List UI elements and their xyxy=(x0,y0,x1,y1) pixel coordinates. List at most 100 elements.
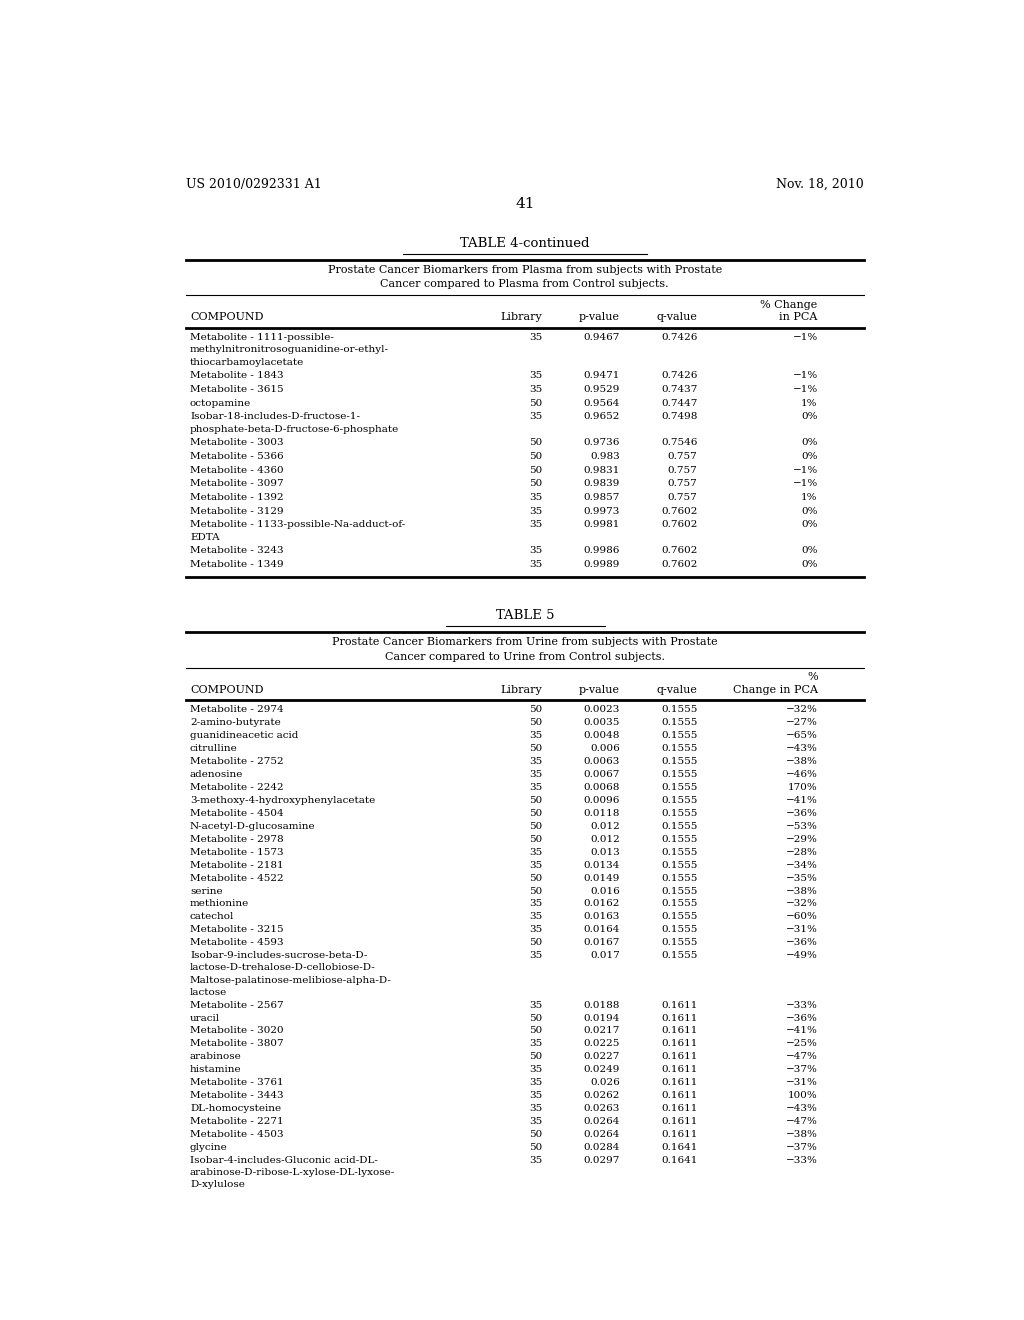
Text: −35%: −35% xyxy=(785,874,818,883)
Text: −38%: −38% xyxy=(785,887,818,895)
Text: 0.0297: 0.0297 xyxy=(584,1156,621,1164)
Text: 0.1611: 0.1611 xyxy=(662,1052,697,1061)
Text: −41%: −41% xyxy=(785,796,818,805)
Text: 0.1611: 0.1611 xyxy=(662,1001,697,1010)
Text: 0.1555: 0.1555 xyxy=(662,834,697,843)
Text: 35: 35 xyxy=(529,847,543,857)
Text: 50: 50 xyxy=(529,822,543,830)
Text: 35: 35 xyxy=(529,1156,543,1164)
Text: −37%: −37% xyxy=(785,1143,818,1152)
Text: 0.0194: 0.0194 xyxy=(584,1014,621,1023)
Text: −31%: −31% xyxy=(785,1078,818,1088)
Text: 35: 35 xyxy=(529,1078,543,1088)
Text: 0.006: 0.006 xyxy=(591,744,621,754)
Text: 0.9973: 0.9973 xyxy=(584,507,621,516)
Text: Metabolite - 1843: Metabolite - 1843 xyxy=(190,371,284,380)
Text: 0.1555: 0.1555 xyxy=(662,758,697,766)
Text: Metabolite - 4360: Metabolite - 4360 xyxy=(190,466,284,475)
Text: 0%: 0% xyxy=(801,438,818,447)
Text: Metabolite - 2181: Metabolite - 2181 xyxy=(190,861,284,870)
Text: 0.0149: 0.0149 xyxy=(584,874,621,883)
Text: Change in PCA: Change in PCA xyxy=(733,685,818,694)
Text: 0.026: 0.026 xyxy=(591,1078,621,1088)
Text: 0.9736: 0.9736 xyxy=(584,438,621,447)
Text: %: % xyxy=(807,672,818,682)
Text: 0.1611: 0.1611 xyxy=(662,1027,697,1035)
Text: Metabolite - 3097: Metabolite - 3097 xyxy=(190,479,284,488)
Text: −38%: −38% xyxy=(785,758,818,766)
Text: Metabolite - 3003: Metabolite - 3003 xyxy=(190,438,284,447)
Text: −33%: −33% xyxy=(785,1001,818,1010)
Text: 0.9986: 0.9986 xyxy=(584,546,621,556)
Text: 0%: 0% xyxy=(801,520,818,529)
Text: Metabolite - 4522: Metabolite - 4522 xyxy=(190,874,284,883)
Text: 35: 35 xyxy=(529,770,543,779)
Text: 50: 50 xyxy=(529,1130,543,1139)
Text: 35: 35 xyxy=(529,1065,543,1074)
Text: 50: 50 xyxy=(529,399,543,408)
Text: Metabolite - 4504: Metabolite - 4504 xyxy=(190,809,284,818)
Text: lactose-D-trehalose-D-cellobiose-D-: lactose-D-trehalose-D-cellobiose-D- xyxy=(190,964,376,973)
Text: 0.012: 0.012 xyxy=(591,822,621,830)
Text: 0.0167: 0.0167 xyxy=(584,939,621,948)
Text: 35: 35 xyxy=(529,333,543,342)
Text: 50: 50 xyxy=(529,438,543,447)
Text: 50: 50 xyxy=(529,809,543,818)
Text: COMPOUND: COMPOUND xyxy=(190,313,263,322)
Text: COMPOUND: COMPOUND xyxy=(190,685,263,694)
Text: Metabolite - 3807: Metabolite - 3807 xyxy=(190,1039,284,1048)
Text: 35: 35 xyxy=(529,731,543,741)
Text: 0.7602: 0.7602 xyxy=(662,560,697,569)
Text: US 2010/0292331 A1: US 2010/0292331 A1 xyxy=(186,178,322,190)
Text: 0.7602: 0.7602 xyxy=(662,520,697,529)
Text: 0.1555: 0.1555 xyxy=(662,847,697,857)
Text: 50: 50 xyxy=(529,1014,543,1023)
Text: D-xylulose: D-xylulose xyxy=(190,1180,245,1189)
Text: Metabolite - 1392: Metabolite - 1392 xyxy=(190,494,284,502)
Text: 35: 35 xyxy=(529,1001,543,1010)
Text: −29%: −29% xyxy=(785,834,818,843)
Text: 0.0225: 0.0225 xyxy=(584,1039,621,1048)
Text: −36%: −36% xyxy=(785,809,818,818)
Text: −1%: −1% xyxy=(793,466,818,475)
Text: 0.7602: 0.7602 xyxy=(662,546,697,556)
Text: Metabolite - 3443: Metabolite - 3443 xyxy=(190,1092,284,1100)
Text: 0.7602: 0.7602 xyxy=(662,507,697,516)
Text: Metabolite - 3020: Metabolite - 3020 xyxy=(190,1027,284,1035)
Text: 35: 35 xyxy=(529,560,543,569)
Text: 0.0262: 0.0262 xyxy=(584,1092,621,1100)
Text: 0.0217: 0.0217 xyxy=(584,1027,621,1035)
Text: Isobar-9-includes-sucrose-beta-D-: Isobar-9-includes-sucrose-beta-D- xyxy=(190,952,368,960)
Text: glycine: glycine xyxy=(190,1143,227,1152)
Text: 0.0162: 0.0162 xyxy=(584,899,621,908)
Text: 0.1641: 0.1641 xyxy=(662,1143,697,1152)
Text: 0.757: 0.757 xyxy=(668,466,697,475)
Text: TABLE 5: TABLE 5 xyxy=(496,609,554,622)
Text: 0.1555: 0.1555 xyxy=(662,731,697,741)
Text: Metabolite - 4503: Metabolite - 4503 xyxy=(190,1130,284,1139)
Text: −28%: −28% xyxy=(785,847,818,857)
Text: Metabolite - 4593: Metabolite - 4593 xyxy=(190,939,284,948)
Text: 0.0188: 0.0188 xyxy=(584,1001,621,1010)
Text: 0.9831: 0.9831 xyxy=(584,466,621,475)
Text: 0.1555: 0.1555 xyxy=(662,770,697,779)
Text: 50: 50 xyxy=(529,744,543,754)
Text: Metabolite - 3129: Metabolite - 3129 xyxy=(190,507,284,516)
Text: −47%: −47% xyxy=(785,1117,818,1126)
Text: 0.1611: 0.1611 xyxy=(662,1130,697,1139)
Text: q-value: q-value xyxy=(656,313,697,322)
Text: 0.1555: 0.1555 xyxy=(662,925,697,935)
Text: Metabolite - 2242: Metabolite - 2242 xyxy=(190,783,284,792)
Text: 0%: 0% xyxy=(801,412,818,421)
Text: 0.1555: 0.1555 xyxy=(662,744,697,754)
Text: 35: 35 xyxy=(529,899,543,908)
Text: 0.9467: 0.9467 xyxy=(584,333,621,342)
Text: −53%: −53% xyxy=(785,822,818,830)
Text: Nov. 18, 2010: Nov. 18, 2010 xyxy=(776,178,864,190)
Text: 0.0035: 0.0035 xyxy=(584,718,621,727)
Text: 50: 50 xyxy=(529,796,543,805)
Text: histamine: histamine xyxy=(190,1065,242,1074)
Text: 0.1555: 0.1555 xyxy=(662,809,697,818)
Text: −36%: −36% xyxy=(785,939,818,948)
Text: serine: serine xyxy=(190,887,222,895)
